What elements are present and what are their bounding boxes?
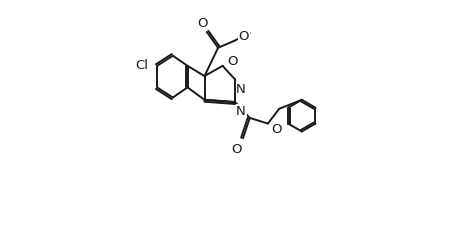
Text: O: O: [197, 17, 207, 30]
Text: O: O: [271, 123, 281, 136]
Text: O: O: [227, 55, 237, 68]
Text: N: N: [236, 105, 245, 118]
Text: Cl: Cl: [135, 59, 147, 72]
Text: O: O: [230, 143, 241, 156]
Text: O: O: [238, 30, 249, 43]
Text: N: N: [236, 83, 245, 96]
